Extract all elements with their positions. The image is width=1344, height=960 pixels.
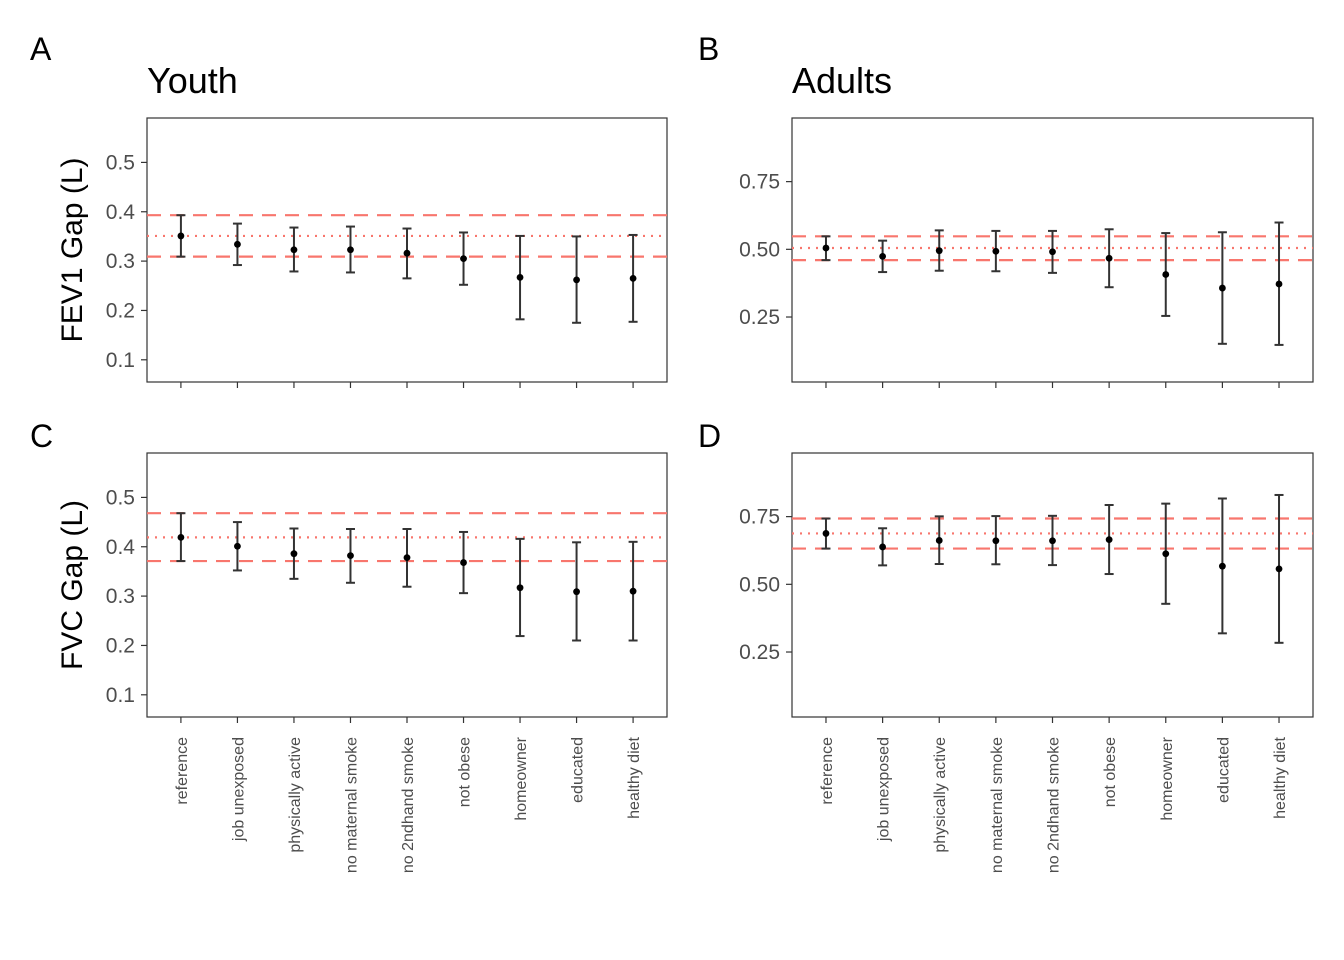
data-point xyxy=(1162,550,1170,558)
x-tick-label: physically active xyxy=(932,737,949,853)
panel-border xyxy=(791,452,1314,718)
data-point xyxy=(290,246,298,254)
data-point xyxy=(516,273,524,281)
x-tick-label: no 2ndhand smoke xyxy=(400,737,417,873)
y-axis-label: FVC Gap (L) xyxy=(56,500,89,670)
panel-B: B Adults 0.25 0.50 0.75 xyxy=(698,31,1314,388)
y-tick-label: 0.50 xyxy=(739,238,780,261)
data-point xyxy=(290,550,298,558)
data-point xyxy=(879,543,887,551)
x-tick-label: healthy diet xyxy=(1272,736,1289,818)
y-tick-label: 0.1 xyxy=(106,684,135,707)
panel-A: A Youth FEV1 Gap (L) 0.1 0.2 0.3 0.4 0.5 xyxy=(30,31,668,388)
data-point xyxy=(879,252,887,260)
x-tick-label: not obese xyxy=(1102,737,1119,807)
panel-title: Youth xyxy=(147,60,238,101)
y-tick-label: 0.25 xyxy=(739,641,780,664)
y-tick-label: 0.3 xyxy=(106,585,135,608)
x-tick-label: physically active xyxy=(287,737,304,853)
data-point xyxy=(1049,537,1056,545)
y-tick-label: 0.75 xyxy=(739,506,780,529)
panel-C: C FVC Gap (L) 0.1 0.2 0.3 0.4 0.5 reference job … xyxy=(30,418,668,873)
y-tick-label: 0.2 xyxy=(106,299,135,322)
x-tick-label: no maternal smoke xyxy=(989,737,1006,873)
panel-tag: B xyxy=(698,31,719,67)
data-point xyxy=(1218,284,1226,292)
data-point xyxy=(573,276,580,284)
y-tick-label: 0.50 xyxy=(739,573,780,596)
data-point xyxy=(234,240,241,248)
y-tick-label: 0.2 xyxy=(106,634,135,657)
data-point xyxy=(516,584,524,592)
data-point xyxy=(234,542,241,550)
panel-tag: C xyxy=(30,418,53,454)
x-tick-label: reference xyxy=(174,737,191,805)
data-point xyxy=(822,530,830,537)
x-tick-label: educated xyxy=(570,737,587,803)
x-tick-label: no 2ndhand smoke xyxy=(1046,737,1063,873)
x-tick-label: job unexposed xyxy=(876,737,893,842)
data-point xyxy=(460,559,467,566)
data-point xyxy=(992,247,1000,255)
x-tick-label: homeowner xyxy=(513,736,530,820)
x-tick-label: educated xyxy=(1215,737,1232,803)
data-point xyxy=(177,232,185,240)
y-tick-label: 0.75 xyxy=(739,171,780,194)
panel-tag: D xyxy=(698,418,721,454)
data-point xyxy=(403,554,411,562)
y-tick-label: 0.4 xyxy=(106,201,136,224)
y-tick-label: 0.5 xyxy=(106,486,135,509)
data-point xyxy=(1105,536,1113,544)
data-point xyxy=(460,255,467,263)
data-point xyxy=(935,537,943,544)
data-point xyxy=(1162,271,1170,278)
x-tick-label: job unexposed xyxy=(230,737,247,842)
x-tick-label: healthy diet xyxy=(626,736,643,818)
data-point xyxy=(573,588,580,596)
y-tick-label: 0.3 xyxy=(106,250,135,273)
data-point xyxy=(992,537,1000,545)
x-tick-label: no maternal smoke xyxy=(343,737,360,873)
y-axis-label: FEV1 Gap (L) xyxy=(56,157,89,342)
x-tick-label: reference xyxy=(819,737,836,805)
data-point xyxy=(822,244,830,252)
data-point xyxy=(1275,280,1283,288)
data-point xyxy=(177,533,185,541)
data-point xyxy=(347,552,354,560)
panel-tag: A xyxy=(30,31,52,67)
data-point xyxy=(1275,565,1283,573)
x-tick-label: homeowner xyxy=(1159,736,1176,820)
y-tick-label: 0.5 xyxy=(106,151,135,174)
data-point xyxy=(1218,562,1226,570)
panel-title: Adults xyxy=(792,60,892,101)
panel-D: D 0.25 0.50 0.75 reference job unexposed physi… xyxy=(698,418,1314,873)
data-point xyxy=(1105,254,1113,262)
y-tick-label: 0.4 xyxy=(106,536,136,559)
data-point xyxy=(347,246,354,254)
y-tick-label: 0.25 xyxy=(739,306,780,329)
y-tick-label: 0.1 xyxy=(106,349,135,372)
data-point xyxy=(629,274,637,282)
data-point xyxy=(1049,248,1056,256)
data-point xyxy=(935,247,943,255)
data-point xyxy=(403,249,411,257)
x-tick-label: not obese xyxy=(457,737,474,807)
data-point xyxy=(629,587,637,595)
